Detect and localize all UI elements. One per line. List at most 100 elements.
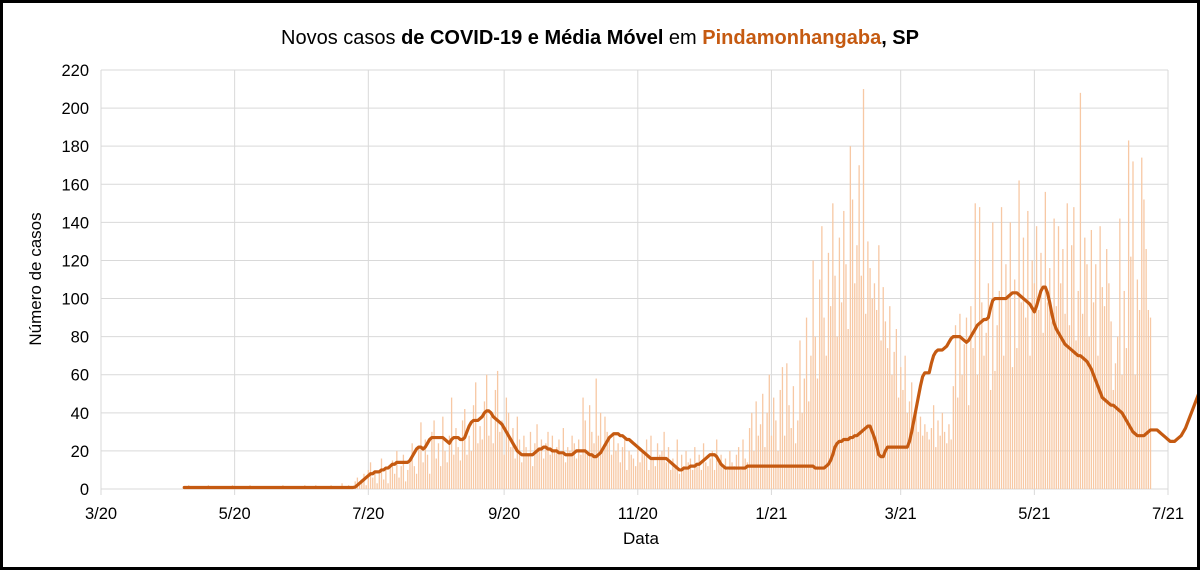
title-part-2: de COVID-19 e — [401, 27, 545, 49]
chart-svg: 0 20 40 60 80 100 120 140 160 180 200 220 3/20 5/20 7… — [26, 62, 1197, 548]
daily-case-bar — [954, 325, 957, 489]
daily-case-bar — [722, 466, 724, 489]
daily-case-bar — [534, 443, 536, 489]
daily-case-bar — [781, 367, 784, 489]
daily-case-bar — [1106, 249, 1108, 489]
daily-case-bar — [385, 469, 387, 489]
daily-case-bar — [906, 412, 908, 489]
daily-case-bar — [602, 447, 604, 489]
daily-case-bar — [884, 321, 887, 489]
daily-case-bar — [551, 435, 554, 489]
daily-case-bar — [1005, 264, 1007, 489]
daily-case-bar — [486, 374, 488, 489]
daily-case-bar — [729, 450, 731, 489]
daily-case-bar — [764, 447, 766, 489]
daily-case-bar — [915, 409, 917, 489]
daily-case-bar — [542, 458, 545, 489]
daily-case-bar — [1040, 252, 1042, 489]
daily-case-bar — [435, 458, 437, 489]
daily-case-bar — [645, 439, 648, 489]
daily-case-bar — [608, 439, 611, 489]
daily-case-bar — [378, 473, 380, 489]
daily-case-bar — [641, 450, 643, 489]
daily-case-bar — [873, 283, 876, 489]
daily-case-bar — [1112, 389, 1114, 489]
daily-case-bar — [985, 332, 987, 489]
daily-case-bar — [1064, 313, 1066, 489]
daily-case-bar — [1147, 309, 1149, 489]
daily-case-bar — [361, 479, 363, 489]
daily-case-bar — [1079, 92, 1082, 489]
daily-case-bar — [429, 473, 431, 489]
daily-case-bar — [643, 454, 646, 489]
daily-case-bar — [1127, 140, 1130, 489]
daily-case-bar — [869, 268, 871, 489]
daily-case-bar — [1007, 294, 1009, 489]
daily-case-bar — [827, 252, 830, 489]
daily-case-bar — [1149, 317, 1152, 489]
daily-case-bar — [450, 397, 453, 489]
daily-case-bar — [1022, 237, 1025, 489]
x-tick-label: 9/20 — [488, 505, 520, 523]
daily-case-bar — [952, 386, 954, 489]
daily-case-bar — [950, 439, 952, 489]
daily-case-bar — [396, 450, 398, 489]
daily-case-bar — [547, 431, 549, 489]
daily-case-bar — [941, 412, 944, 489]
daily-case-bar — [1003, 355, 1005, 489]
daily-case-bar — [439, 466, 442, 489]
daily-case-bar — [413, 466, 416, 489]
daily-case-bar — [1117, 336, 1119, 489]
daily-case-bar — [1090, 229, 1093, 489]
daily-case-bar — [475, 382, 477, 489]
daily-case-bar — [560, 454, 562, 489]
daily-case-bar — [691, 469, 694, 489]
daily-case-bar — [628, 450, 630, 489]
daily-case-bar — [545, 443, 547, 489]
daily-case-bar — [779, 389, 781, 489]
daily-case-bar — [716, 439, 718, 489]
daily-case-bar — [1018, 180, 1020, 490]
y-tick-label: 40 — [71, 405, 89, 423]
daily-case-bar — [1136, 279, 1139, 489]
daily-case-bar — [932, 405, 935, 489]
daily-case-bar — [468, 435, 470, 489]
daily-case-bar — [1046, 302, 1049, 489]
daily-case-bar — [578, 439, 580, 489]
daily-case-bar — [492, 443, 494, 489]
daily-case-bar — [720, 454, 722, 489]
daily-case-bar — [897, 397, 900, 489]
daily-case-bar — [523, 435, 525, 489]
daily-case-bar — [1068, 325, 1071, 489]
daily-case-bar — [490, 416, 492, 489]
daily-case-bar — [1081, 313, 1084, 489]
daily-case-bar — [527, 454, 529, 489]
daily-case-bar — [389, 466, 391, 489]
daily-case-bar — [507, 412, 510, 489]
daily-case-bar — [481, 439, 483, 489]
daily-case-bar — [987, 283, 990, 489]
daily-case-bar — [943, 431, 946, 489]
daily-case-bar — [624, 439, 626, 489]
daily-case-bar — [470, 450, 472, 489]
daily-case-bar — [634, 466, 637, 489]
daily-case-bar — [731, 462, 733, 489]
daily-case-bar — [1055, 306, 1057, 489]
daily-case-bar — [963, 344, 965, 489]
daily-case-bar — [1141, 157, 1143, 490]
daily-case-bar — [746, 462, 749, 489]
daily-case-bar — [683, 466, 685, 489]
daily-case-bar — [676, 439, 678, 489]
daily-case-bar — [946, 443, 948, 489]
daily-case-bar — [606, 431, 608, 489]
daily-case-bar — [448, 435, 451, 489]
daily-case-bar — [1145, 249, 1147, 489]
daily-case-bar — [593, 443, 595, 489]
daily-case-bar — [457, 447, 459, 489]
daily-case-bar — [937, 420, 939, 489]
daily-case-bar — [667, 447, 670, 489]
daily-case-bar — [1051, 321, 1053, 489]
title-part-6: , SP — [881, 27, 919, 49]
daily-case-bar — [1035, 226, 1038, 489]
chart-title: Novos casos de COVID-19 e Média Móvel em… — [3, 27, 1197, 50]
